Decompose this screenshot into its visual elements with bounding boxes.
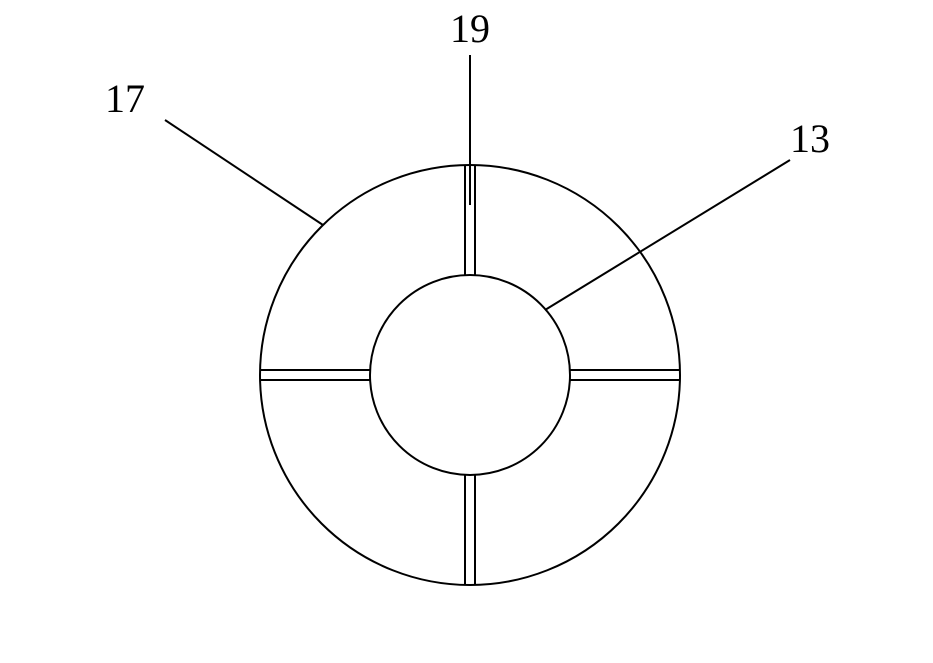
technical-diagram: 19 17 13	[0, 0, 933, 658]
callout-label-19: 19	[450, 5, 490, 52]
callout-label-17: 17	[105, 75, 145, 122]
callout-label-13: 13	[790, 115, 830, 162]
